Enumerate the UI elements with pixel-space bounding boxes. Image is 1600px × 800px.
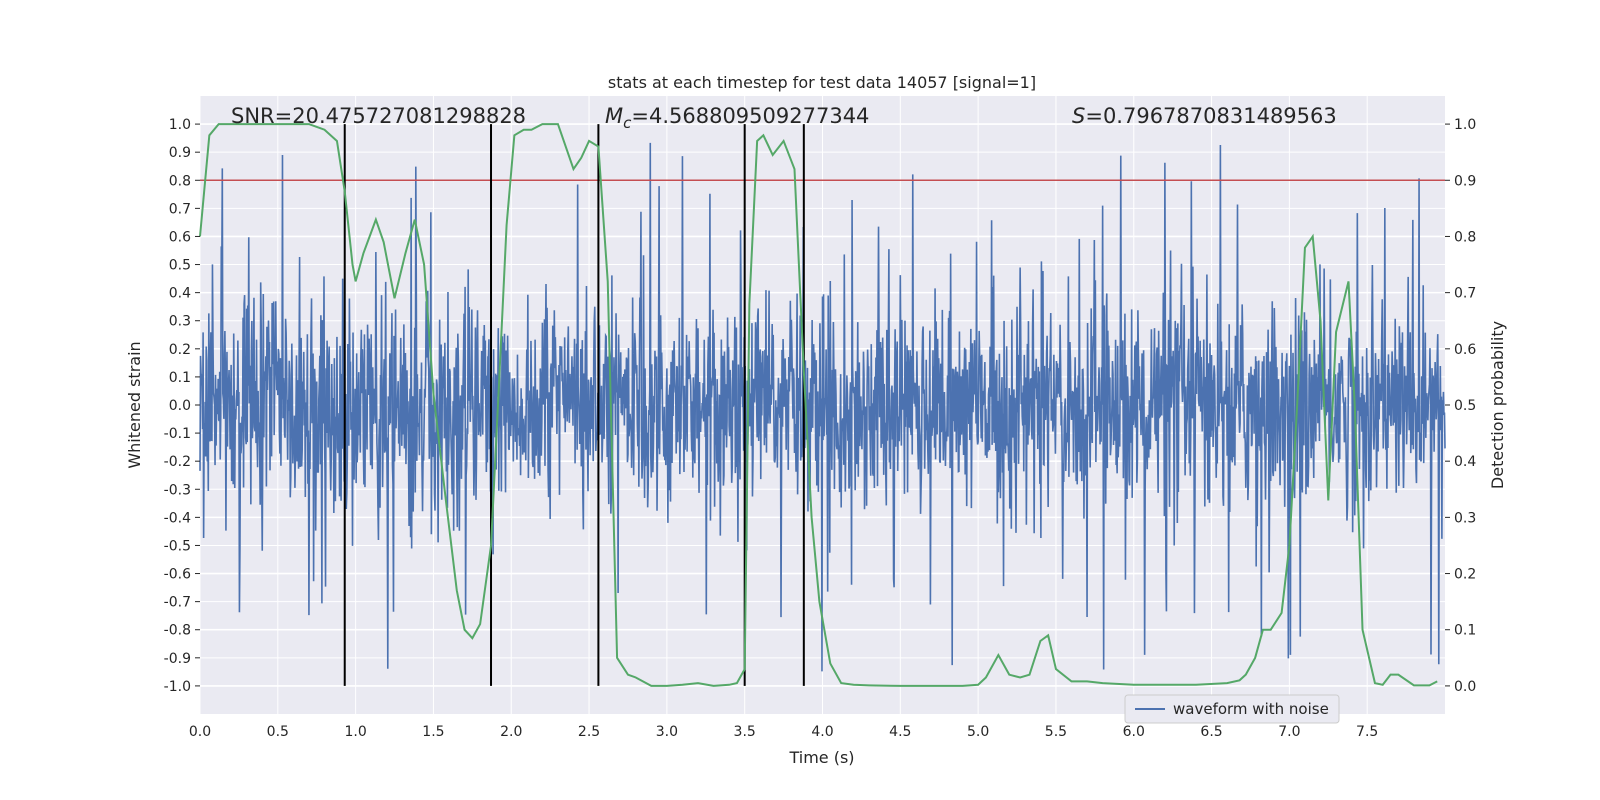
y-tick-label-left: 0.7 [169, 201, 191, 217]
y-tick-label-left: 0.1 [169, 370, 191, 386]
y-tick-label-left: -0.5 [164, 538, 191, 554]
y-tick-label-right: 0.9 [1454, 173, 1476, 189]
y-tick-label-left: 0.4 [169, 286, 191, 302]
y-tick-label-left: 0.2 [169, 342, 191, 358]
chirp-mass-value: =4.568809509277344 [631, 104, 869, 128]
y-tick-label-right: 0.1 [1454, 623, 1476, 639]
waveform-series [199, 142, 1446, 672]
snr-annotation: SNR=20.475727081298828 [231, 104, 526, 128]
y-tick-label-left: -0.1 [164, 426, 191, 442]
x-tick-label: 1.0 [344, 724, 366, 740]
x-tick-label: 6.0 [1123, 724, 1145, 740]
y-tick-label-left: 0.5 [169, 258, 191, 274]
x-tick-label: 3.0 [656, 724, 678, 740]
y-tick-label-right: 0.0 [1454, 679, 1476, 695]
y-axis-label-right: Detection probability [1488, 321, 1507, 489]
x-tick-label: 2.5 [578, 724, 600, 740]
waveform-line [199, 142, 1446, 672]
x-tick-label: 7.0 [1278, 724, 1300, 740]
chart-title: stats at each timestep for test data 140… [608, 73, 1036, 92]
y-tick-label-right: 0.5 [1454, 398, 1476, 414]
y-tick-label-left: -0.4 [164, 510, 191, 526]
x-tick-label: 6.5 [1200, 724, 1222, 740]
y-tick-label-right: 0.7 [1454, 286, 1476, 302]
x-tick-label: 1.5 [422, 724, 444, 740]
y-tick-label-right: 0.4 [1454, 454, 1476, 470]
probability-line [199, 123, 1438, 687]
y-tick-label-left: -0.6 [164, 567, 191, 583]
y-tick-label-left: 0.9 [169, 145, 191, 161]
s-annotation: S=0.7967870831489563 [1072, 104, 1337, 128]
y-tick-label-left: -0.9 [164, 651, 191, 667]
x-axis-label: Time (s) [788, 748, 854, 767]
x-tick-label: 5.5 [1045, 724, 1067, 740]
y-tick-label-left: -0.8 [164, 623, 191, 639]
x-tick-label: 4.0 [811, 724, 833, 740]
legend: waveform with noise [1124, 694, 1340, 724]
y-tick-label-left: 0.3 [169, 314, 191, 330]
probability-series [199, 123, 1438, 687]
chirp-mass-symbol: M [605, 104, 623, 128]
y-axis-label-left: Whitened strain [125, 341, 144, 468]
s-value: =0.7967870831489563 [1085, 104, 1336, 128]
y-tick-label-right: 0.6 [1454, 342, 1476, 358]
chirp-mass-annotation: Mc=4.568809509277344 [605, 104, 869, 132]
y-tick-label-right: 1.0 [1454, 117, 1476, 133]
x-tick-label: 0.5 [267, 724, 289, 740]
s-symbol: S [1072, 104, 1085, 128]
y-tick-label-left: 0.0 [169, 398, 191, 414]
y-tick-label-left: -0.2 [164, 454, 191, 470]
x-tick-label: 3.5 [734, 724, 756, 740]
x-tick-label: 7.5 [1356, 724, 1378, 740]
x-tick-label: 2.0 [500, 724, 522, 740]
y-tick-label-right: 0.8 [1454, 229, 1476, 245]
x-tick-label: 0.0 [189, 724, 211, 740]
y-tick-label-left: 0.8 [169, 173, 191, 189]
x-tick-label: 5.0 [967, 724, 989, 740]
legend-box [1124, 694, 1340, 724]
y-tick-label-left: -0.3 [164, 482, 191, 498]
y-tick-label-left: -0.7 [164, 595, 191, 611]
x-tick-label: 4.5 [889, 724, 911, 740]
y-tick-label-right: 0.2 [1454, 567, 1476, 583]
chirp-mass-subscript: c [623, 114, 632, 132]
y-tick-label-left: 0.6 [169, 229, 191, 245]
y-tick-label-left: 1.0 [169, 117, 191, 133]
legend-label: waveform with noise [1173, 700, 1329, 718]
y-tick-label-left: -1.0 [164, 679, 191, 695]
ticks: 0.0 0.5 1.0 1.5 2.0 2.5 3.0 3.5 4.0 4.5 5.0 5.5 6.0 6… [164, 117, 1477, 740]
y-tick-label-right: 0.3 [1454, 510, 1476, 526]
